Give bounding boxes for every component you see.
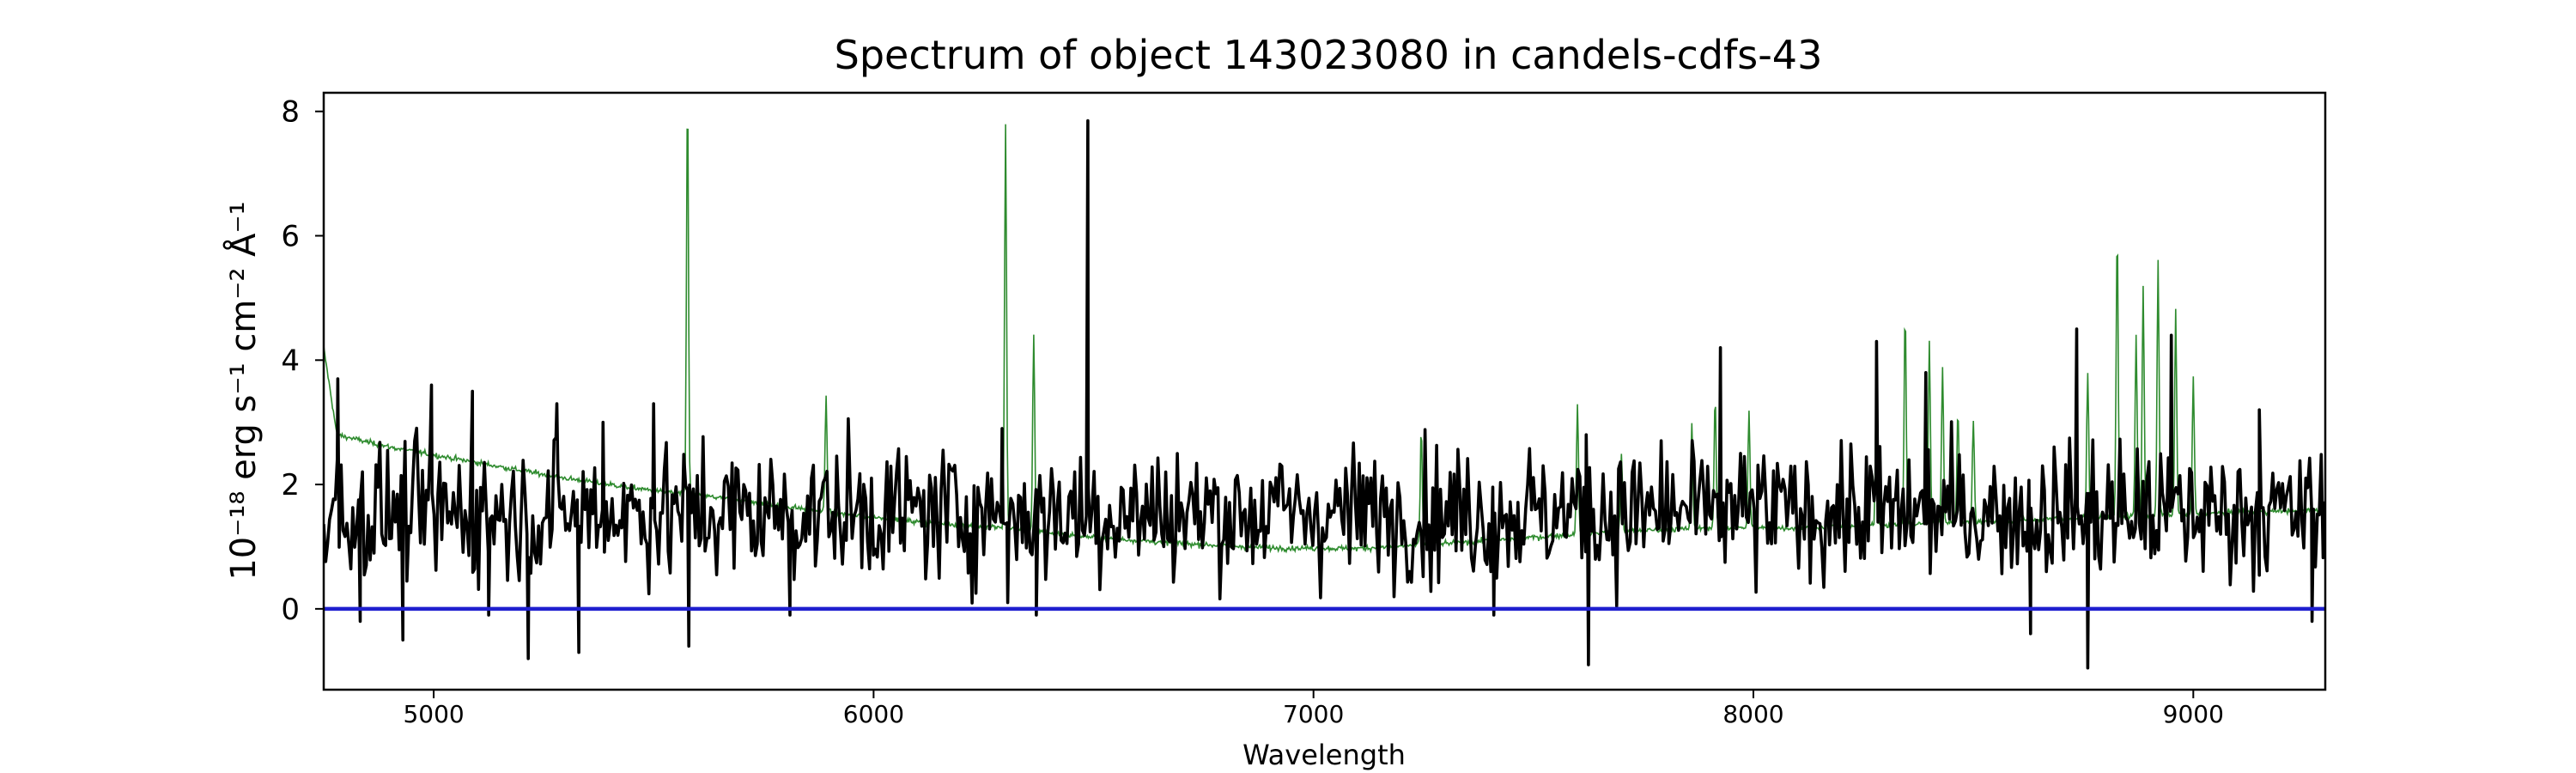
- x-tick-label: 9000: [2163, 700, 2224, 728]
- y-tick-label: 6: [281, 220, 300, 254]
- x-tick-label: 8000: [1722, 700, 1783, 728]
- x-tick-label: 7000: [1283, 700, 1344, 728]
- chart-title: Spectrum of object 143023080 in candels-…: [835, 32, 1823, 78]
- x-axis: 5000 6000 7000 8000 9000: [403, 690, 2224, 728]
- x-tick-label: 6000: [843, 700, 904, 728]
- y-tick-label: 0: [281, 593, 300, 627]
- y-tick-label: 4: [281, 344, 300, 378]
- plot-frame: [322, 91, 2327, 691]
- object-spectrum: [324, 119, 2325, 670]
- x-axis-label: Wavelength: [1242, 739, 1406, 771]
- y-tick-label: 8: [281, 95, 300, 130]
- y-tick-label: 2: [281, 468, 300, 502]
- y-axis-label: 10⁻¹⁸ erg s⁻¹ cm⁻² Å⁻¹: [222, 201, 264, 580]
- y-axis: 0 2 4 6 8: [281, 95, 324, 627]
- x-tick-label: 5000: [403, 700, 464, 728]
- plot-area: [322, 91, 2327, 691]
- object-spectrum-line: [324, 119, 2325, 670]
